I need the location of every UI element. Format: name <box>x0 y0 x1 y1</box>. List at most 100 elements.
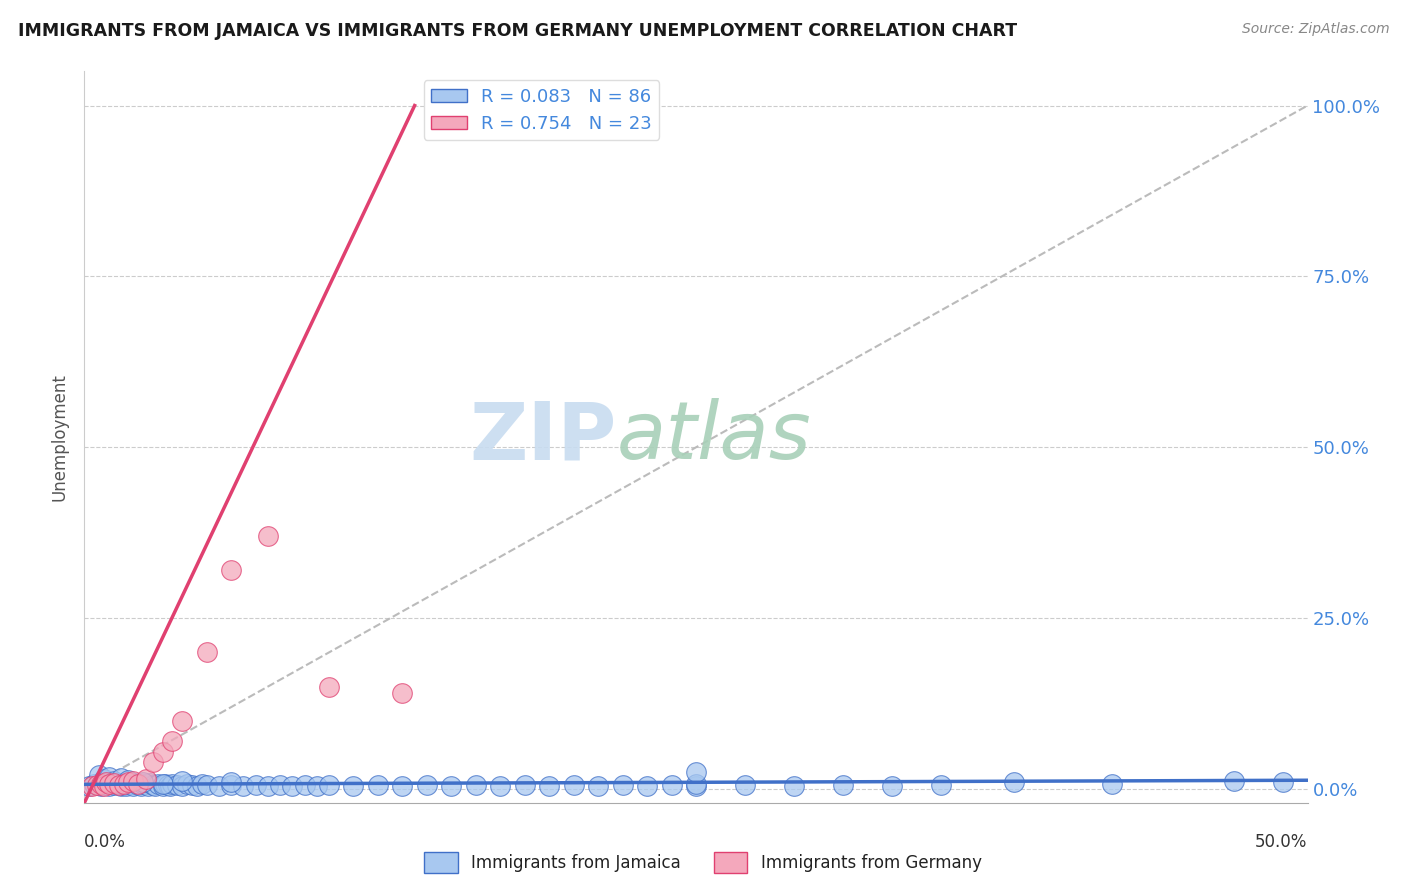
Point <box>83 777 105 791</box>
Point <box>117 775 139 789</box>
Point <box>142 755 165 769</box>
Point <box>176 777 198 791</box>
Point <box>342 779 364 793</box>
Point <box>391 686 413 700</box>
Point <box>136 779 159 793</box>
Point <box>132 775 155 789</box>
Point <box>152 745 174 759</box>
Legend: Immigrants from Jamaica, Immigrants from Germany: Immigrants from Jamaica, Immigrants from… <box>418 846 988 880</box>
Point <box>97 779 120 793</box>
Text: 50.0%: 50.0% <box>1256 833 1308 851</box>
Point <box>245 778 267 792</box>
Point <box>281 779 304 793</box>
Point <box>232 779 254 793</box>
Point <box>159 779 181 793</box>
Point <box>132 777 155 791</box>
Point <box>103 776 125 790</box>
Point <box>367 778 389 792</box>
Point <box>257 779 280 793</box>
Point <box>77 779 100 793</box>
Point <box>127 778 149 792</box>
Point <box>152 779 174 793</box>
Point <box>110 776 132 790</box>
Point <box>117 777 139 791</box>
Text: 0.0%: 0.0% <box>84 833 127 851</box>
Point <box>208 779 231 793</box>
Point <box>685 765 707 780</box>
Point <box>97 777 120 791</box>
Point <box>1272 775 1295 789</box>
Point <box>172 714 194 728</box>
Point <box>156 778 179 792</box>
Point <box>107 778 129 792</box>
Point <box>142 778 165 792</box>
Point <box>191 777 214 791</box>
Point <box>105 777 128 791</box>
Point <box>127 777 149 791</box>
Point <box>612 778 634 792</box>
Point <box>122 773 145 788</box>
Point <box>186 779 208 793</box>
Point <box>195 645 218 659</box>
Y-axis label: Unemployment: Unemployment <box>51 373 69 501</box>
Point <box>305 779 328 793</box>
Text: atlas: atlas <box>616 398 811 476</box>
Point <box>257 529 280 543</box>
Point <box>440 779 463 793</box>
Point <box>162 734 184 748</box>
Text: IMMIGRANTS FROM JAMAICA VS IMMIGRANTS FROM GERMANY UNEMPLOYMENT CORRELATION CHAR: IMMIGRANTS FROM JAMAICA VS IMMIGRANTS FR… <box>18 22 1018 40</box>
Point <box>661 778 683 792</box>
Point <box>125 776 148 790</box>
Point <box>416 778 439 792</box>
Point <box>135 772 157 786</box>
Point <box>143 780 166 794</box>
Point <box>219 778 242 792</box>
Point <box>831 778 853 792</box>
Text: ZIP: ZIP <box>470 398 616 476</box>
Point <box>110 771 132 785</box>
Point <box>636 779 658 793</box>
Point <box>734 778 756 792</box>
Point <box>96 777 118 791</box>
Point <box>685 779 707 793</box>
Point <box>87 768 110 782</box>
Point <box>96 775 118 789</box>
Point <box>115 780 138 794</box>
Point <box>80 780 103 794</box>
Point <box>219 775 242 789</box>
Point <box>1223 773 1246 788</box>
Point <box>929 778 952 792</box>
Point <box>172 773 194 788</box>
Point <box>139 776 162 790</box>
Point <box>93 779 115 793</box>
Point <box>162 777 184 791</box>
Point <box>153 777 176 791</box>
Point <box>172 779 194 793</box>
Point <box>219 563 242 577</box>
Point <box>294 778 316 792</box>
Point <box>112 778 135 792</box>
Point <box>110 779 132 793</box>
Point <box>880 779 903 793</box>
Point <box>135 777 157 791</box>
Legend: R = 0.083   N = 86, R = 0.754   N = 23: R = 0.083 N = 86, R = 0.754 N = 23 <box>423 80 659 140</box>
Point <box>318 778 340 792</box>
Point <box>146 777 169 791</box>
Point <box>783 779 806 793</box>
Point <box>93 775 115 789</box>
Point <box>1101 777 1123 791</box>
Point <box>538 98 561 112</box>
Point <box>391 779 413 793</box>
Point <box>100 776 122 790</box>
Point <box>86 778 108 792</box>
Text: Source: ZipAtlas.com: Source: ZipAtlas.com <box>1241 22 1389 37</box>
Point <box>166 778 188 792</box>
Point <box>112 777 135 791</box>
Point <box>120 777 142 791</box>
Point <box>685 777 707 791</box>
Point <box>87 778 110 792</box>
Point <box>513 778 536 792</box>
Point <box>90 777 112 791</box>
Point <box>464 778 486 792</box>
Point <box>195 778 218 792</box>
